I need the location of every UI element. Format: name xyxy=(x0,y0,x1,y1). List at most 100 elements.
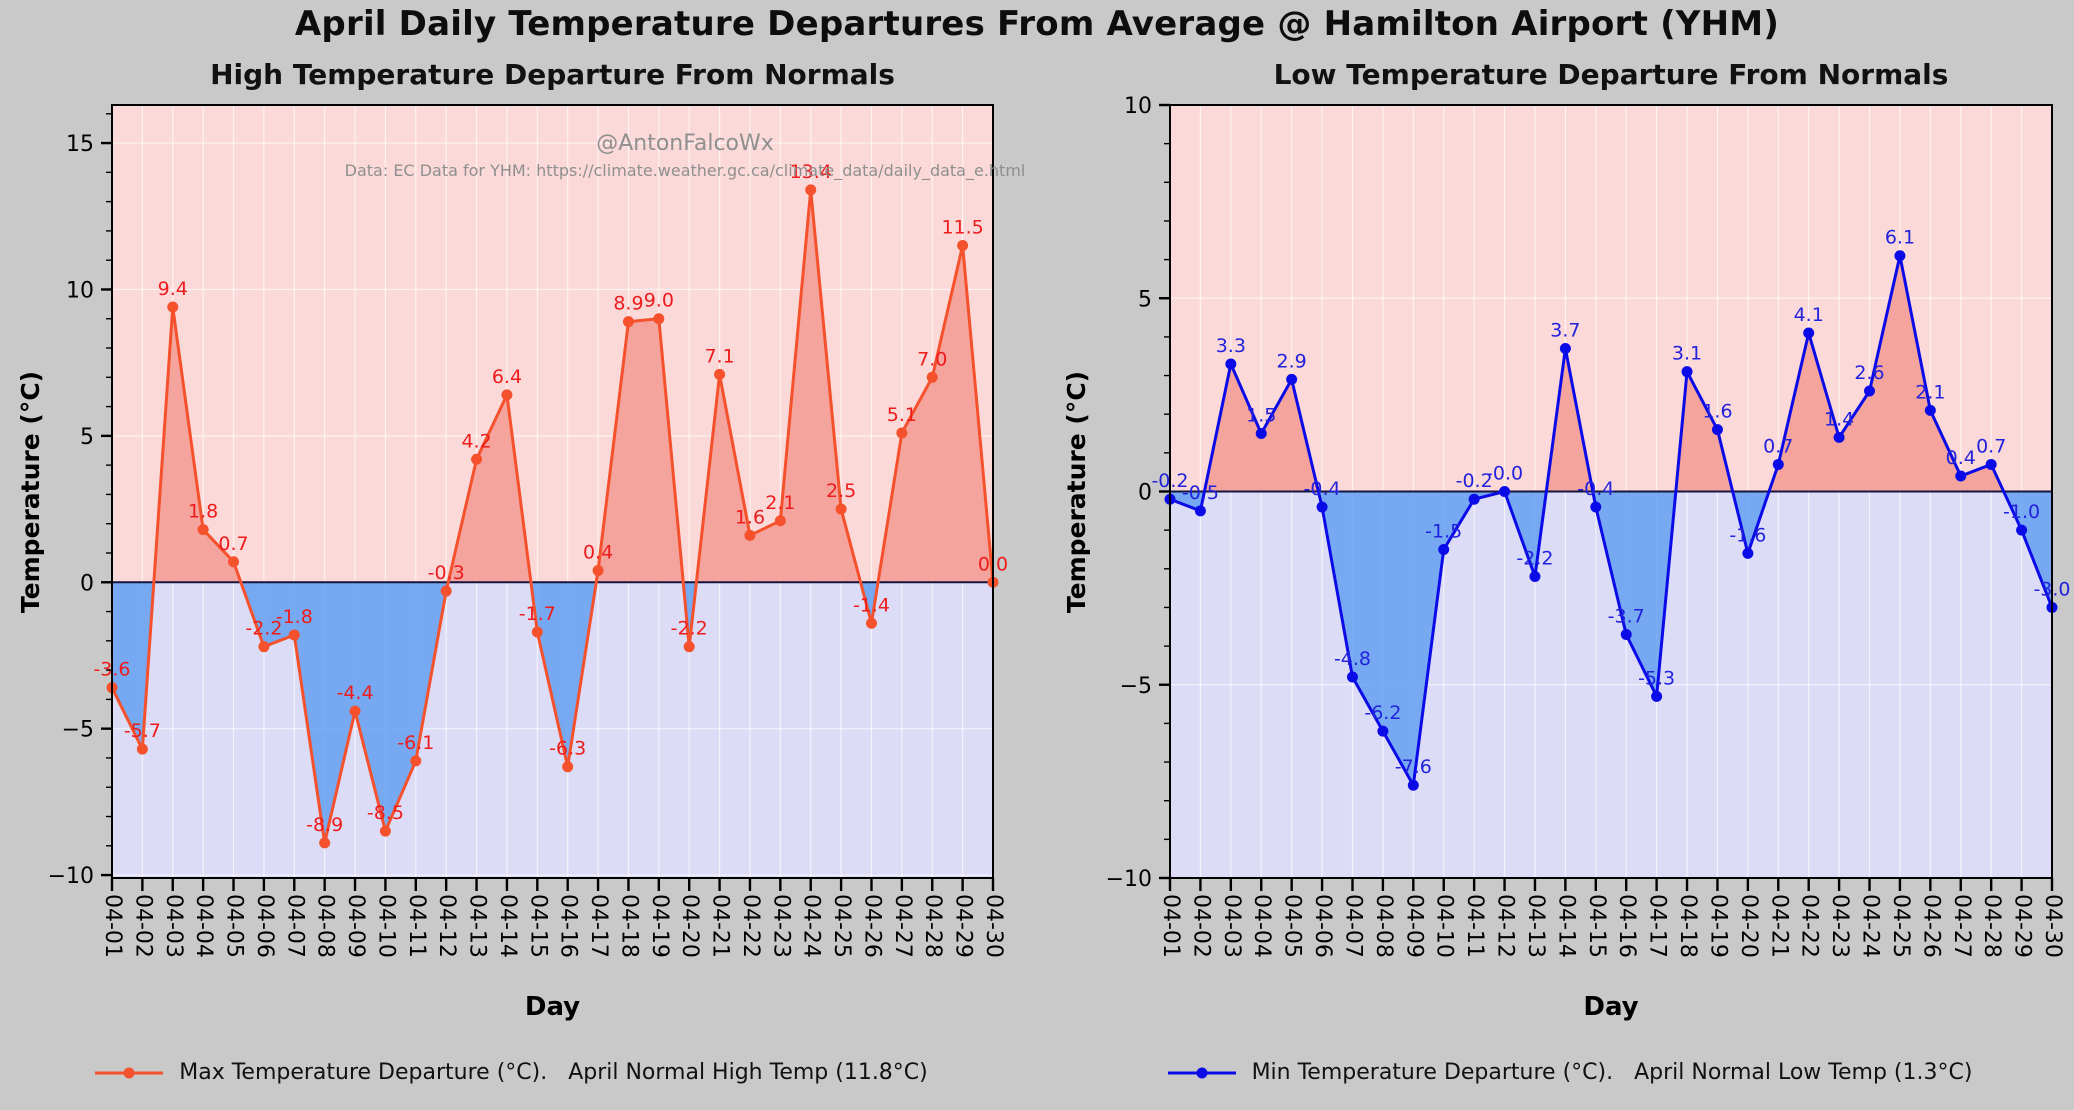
chart-0: -3.6-5.79.41.80.7-2.2-1.8-8.9-4.4-8.5-6.… xyxy=(48,104,1008,891)
data-point-label: -2.2 xyxy=(671,618,708,640)
x-tick-label: 04-30 xyxy=(981,894,1006,958)
data-point-marker xyxy=(592,565,604,577)
data-point-label: 0.4 xyxy=(1946,447,1976,469)
data-point-label: 0.7 xyxy=(1976,435,2006,457)
x-tick-label: 04-14 xyxy=(1553,894,1579,958)
data-point-label: 0.7 xyxy=(1763,435,1793,457)
data-point-marker xyxy=(744,529,756,541)
data-point-label: 11.5 xyxy=(941,217,983,239)
x-tick-label: 04-03 xyxy=(160,894,186,958)
data-point-label: 7.1 xyxy=(704,345,734,367)
x-tick-label: 04-06 xyxy=(251,894,277,958)
data-point-labels: -3.6-5.79.41.80.7-2.2-1.8-8.9-4.4-8.5-6.… xyxy=(93,161,1008,836)
data-point-marker xyxy=(683,641,695,653)
x-tick-label: 04-10 xyxy=(373,894,399,958)
data-point-marker xyxy=(957,240,969,252)
low-chart-legend-label: Min Temperature Departure (°C). April No… xyxy=(1251,1060,1973,1085)
data-point-marker xyxy=(349,705,361,717)
data-point-label: -1.5 xyxy=(1425,520,1462,542)
data-point-label: 9.4 xyxy=(158,278,188,300)
y-tick-label: 15 xyxy=(66,132,94,157)
data-point-marker xyxy=(2016,524,2028,536)
data-point-marker xyxy=(1620,629,1632,641)
x-tick-label: 04-23 xyxy=(768,894,794,958)
x-tick-label: 04-05 xyxy=(221,894,247,958)
data-point-label: -0.4 xyxy=(1304,478,1341,500)
data-point-marker xyxy=(410,755,422,767)
watermark-handle: @AntonFalcoWx xyxy=(596,131,774,156)
data-point-label: 5.1 xyxy=(887,404,917,426)
x-tick-label: 04-25 xyxy=(829,894,855,958)
data-point-marker xyxy=(1407,779,1419,791)
data-point-label: -8.9 xyxy=(306,814,343,836)
watermark-source: Data: EC Data for YHM: https://climate.w… xyxy=(344,161,1026,180)
data-point-label: -6.1 xyxy=(397,732,434,754)
data-point-label: -1.0 xyxy=(2003,501,2040,523)
y-tick-label: −10 xyxy=(48,864,94,889)
x-tick-label: 04-13 xyxy=(1522,894,1548,958)
data-point-marker xyxy=(865,617,877,629)
high-chart-y-axis-label: Temperature (°C) xyxy=(16,370,45,614)
data-point-label: -0.4 xyxy=(1577,478,1614,500)
y-tick-labels: 10 5 0 −5 −10 xyxy=(1106,94,1152,892)
data-point-marker xyxy=(1955,470,1967,482)
data-point-marker xyxy=(288,629,300,641)
x-tick-label: 04-08 xyxy=(1370,894,1396,958)
data-point-label: 8.9 xyxy=(613,293,643,315)
data-point-marker xyxy=(136,743,148,755)
legend-line-marker-icon xyxy=(95,1067,164,1078)
data-point-marker xyxy=(1316,501,1328,513)
data-point-marker xyxy=(774,515,786,527)
data-point-label: 1.6 xyxy=(735,506,765,528)
data-point-label: -4.8 xyxy=(1334,648,1371,670)
data-point-label: -1.4 xyxy=(853,594,890,616)
data-point-marker xyxy=(1346,671,1358,683)
data-point-marker xyxy=(319,837,331,849)
x-tick-label: 04-12 xyxy=(1492,894,1518,958)
data-point-marker xyxy=(562,761,574,773)
data-point-marker xyxy=(1924,404,1936,416)
data-point-label: 2.1 xyxy=(765,492,795,514)
data-point-label: 1.6 xyxy=(1702,401,1732,423)
data-point-label: 1.8 xyxy=(188,501,218,523)
data-point-label: -0.0 xyxy=(1486,463,1523,485)
x-tick-label: 04-01 xyxy=(1158,894,1183,958)
x-tick-label: 04-17 xyxy=(586,894,612,958)
data-point-marker xyxy=(653,313,665,325)
x-tick-label: 04-21 xyxy=(707,894,733,958)
y-tick-label: −5 xyxy=(1120,674,1152,699)
negative-area-fill xyxy=(1170,491,2052,786)
y-tick-labels: 15 10 5 0 −5 −10 xyxy=(48,132,94,889)
data-point-marker xyxy=(531,626,543,638)
x-tick-label: 04-27 xyxy=(1948,894,1974,958)
y-tick-label: 5 xyxy=(80,425,94,450)
data-point-marker xyxy=(1681,366,1693,378)
legend-line-marker-icon xyxy=(1167,1067,1236,1078)
x-tick-label: 04-30 xyxy=(2040,894,2065,958)
data-point-marker xyxy=(1225,358,1237,370)
data-point-marker xyxy=(1985,458,1997,470)
data-point-label: 13.4 xyxy=(790,161,832,183)
data-point-marker xyxy=(896,427,908,439)
data-point-markers xyxy=(1164,250,2058,791)
x-tick-label: 04-04 xyxy=(1249,894,1275,958)
data-point-label: -6.3 xyxy=(549,738,586,760)
data-point-marker xyxy=(714,368,726,380)
x-tick-label: 04-13 xyxy=(464,894,490,958)
high-chart-legend-label: Max Temperature Departure (°C). April No… xyxy=(179,1060,928,1085)
data-point-label: 0.4 xyxy=(583,542,613,564)
x-tick-label: 04-12 xyxy=(434,894,460,958)
data-point-marker xyxy=(501,389,513,401)
x-tick-label: 04-15 xyxy=(525,894,551,958)
data-line xyxy=(110,188,995,845)
data-point-marker xyxy=(379,825,391,837)
data-point-marker xyxy=(835,503,847,515)
data-point-marker xyxy=(1438,543,1450,555)
chart-1: -0.2 -0.5 3.3 1.5 2.9 -0.4 -4.8 -6.2 -7.6 -1.5 -0.… xyxy=(1106,94,2071,892)
x-tick-label: 04-09 xyxy=(1401,894,1427,958)
x-tick-label: 04-16 xyxy=(555,894,581,958)
x-tick-label: 04-24 xyxy=(1857,894,1883,958)
positive-area-fill xyxy=(1170,255,2052,492)
y-tick-label: 10 xyxy=(1124,94,1152,119)
